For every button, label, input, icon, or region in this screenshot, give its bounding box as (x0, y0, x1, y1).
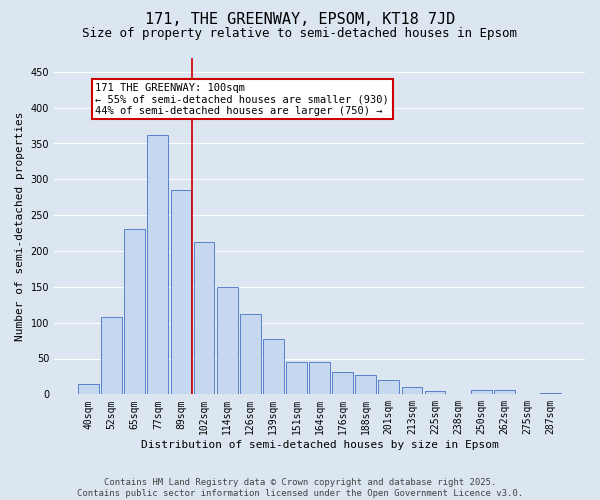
Bar (355, 375, 376, 394)
X-axis label: Distribution of semi-detached houses by size in Epsom: Distribution of semi-detached houses by … (140, 440, 499, 450)
Y-axis label: Number of semi-detached properties: Number of semi-detached properties (15, 111, 25, 340)
Bar (101, 317, 122, 394)
Bar (170, 190, 191, 394)
Bar (124, 230, 145, 394)
Text: 171, THE GREENWAY, EPSOM, KT18 7JD: 171, THE GREENWAY, EPSOM, KT18 7JD (145, 12, 455, 28)
Bar (379, 380, 399, 394)
Bar (332, 372, 353, 394)
Bar (471, 390, 491, 394)
Bar (309, 362, 330, 394)
Bar (240, 314, 260, 394)
Bar (540, 393, 561, 394)
Bar (494, 390, 515, 394)
Bar (148, 135, 168, 394)
Text: Size of property relative to semi-detached houses in Epsom: Size of property relative to semi-detach… (83, 28, 517, 40)
Bar (78, 384, 99, 394)
Bar (425, 391, 445, 394)
Bar (217, 287, 238, 395)
Text: Contains HM Land Registry data © Crown copyright and database right 2025.
Contai: Contains HM Land Registry data © Crown c… (77, 478, 523, 498)
Bar (401, 387, 422, 394)
Bar (286, 362, 307, 394)
Bar (263, 339, 284, 394)
Text: 171 THE GREENWAY: 100sqm
← 55% of semi-detached houses are smaller (930)
44% of : 171 THE GREENWAY: 100sqm ← 55% of semi-d… (95, 82, 389, 116)
Bar (194, 242, 214, 394)
